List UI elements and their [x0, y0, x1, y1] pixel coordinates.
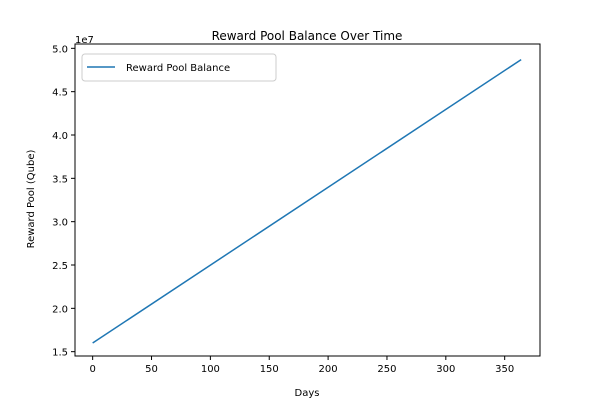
y-axis-label: Reward Pool (Qube): [26, 150, 37, 249]
x-axis-label: Days: [295, 388, 320, 399]
x-tick-label: 250: [377, 364, 396, 375]
y-tick-label: 3.5: [52, 174, 68, 185]
plot-frame: [74, 43, 541, 357]
y-tick-label: 3.0: [52, 218, 68, 229]
y-tick-label: 5.0: [52, 44, 68, 55]
y-tick-label: 1.5: [52, 348, 68, 359]
x-tick-label: 50: [145, 364, 158, 375]
y-tick-label: 2.5: [52, 261, 68, 272]
y-axis-ticks: 1.5 2.0 2.5 3.0 3.5 4.0 4.5 5.0: [52, 44, 75, 359]
x-tick-label: 150: [260, 364, 279, 375]
y-tick-label: 2.0: [52, 304, 68, 315]
series-layer: [92, 58, 522, 344]
x-axis-ticks: 0 50 100 150 200 250 300 350: [89, 356, 514, 375]
x-tick-label: 300: [436, 364, 455, 375]
legend-label: Reward Pool Balance: [126, 63, 230, 74]
x-tick-label: 200: [319, 364, 338, 375]
y-tick-label: 4.5: [52, 88, 68, 99]
x-tick-label: 0: [89, 364, 95, 375]
x-tick-label: 350: [495, 364, 514, 375]
x-tick-label: 100: [201, 364, 220, 375]
y-tick-label: 4.0: [52, 131, 68, 142]
chart-title: Reward Pool Balance Over Time: [212, 29, 403, 43]
legend-box: [81, 53, 277, 82]
legend: Reward Pool Balance: [81, 53, 277, 82]
y-axis-offset-label: 1e7: [75, 35, 94, 46]
series-line-reward-pool-balance: [92, 58, 522, 344]
